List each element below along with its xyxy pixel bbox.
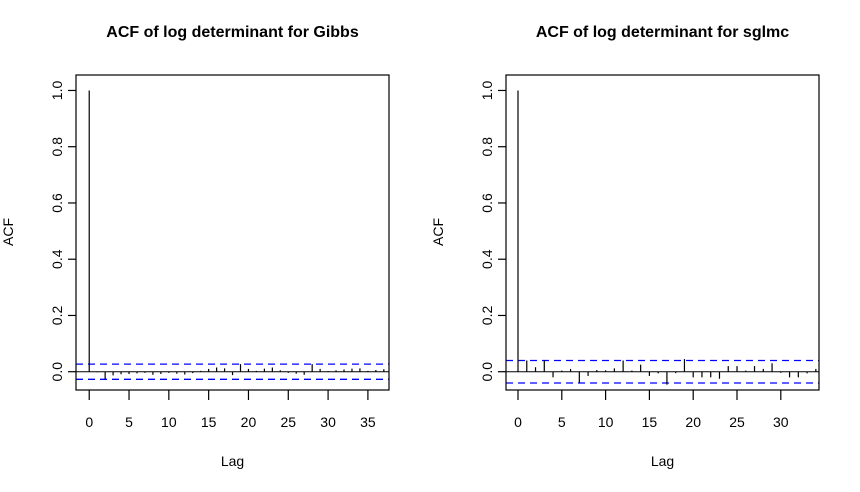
x-tick-label: 0: [85, 414, 93, 430]
y-tick-label: 1.0: [49, 81, 65, 101]
y-tick-label: 0.2: [49, 306, 65, 326]
x-tick-label: 25: [729, 414, 745, 430]
y-tick-label: 0.2: [479, 306, 495, 326]
x-axis-label-gibbs: Lag: [220, 453, 245, 469]
y-tick-label: 0.8: [479, 137, 495, 157]
y-tick-label: 0.4: [479, 249, 495, 269]
x-tick-label: 10: [598, 414, 614, 430]
plot-box: [75, 74, 390, 391]
y-tick-label: 0.0: [479, 362, 495, 382]
x-tick-label: 35: [360, 414, 376, 430]
x-tick-label: 30: [773, 414, 789, 430]
chart-title-sglmc: ACF of log determinant for sglmc: [535, 24, 790, 41]
y-tick-label: 0.8: [49, 137, 65, 157]
y-tick-label: 0.4: [49, 249, 65, 269]
x-tick-label: 15: [642, 414, 658, 430]
plot-box: [505, 74, 820, 391]
y-tick-label: 1.0: [479, 81, 495, 101]
x-tick-label: 20: [685, 414, 701, 430]
y-tick-label: 0.0: [49, 362, 65, 382]
acf-plot-gibbs-canvas: 0.0 0.2 0.4 0.6 0.8 1.0 0 5 10 15 20 25 30 35: [49, 74, 390, 430]
x-tick-label: 20: [241, 414, 257, 430]
x-tick-label: 0: [514, 414, 522, 430]
acf-plot-sglmc-canvas: 0.0 0.2 0.4 0.6 0.8 1.0 0 5 10 15 20 25 30: [479, 74, 820, 430]
y-tick-label: 0.6: [479, 193, 495, 213]
x-tick-label: 30: [320, 414, 336, 430]
panel-gibbs: 0.0 0.2 0.4 0.6 0.8 1.0 0 5 10 15 20 25 30 35 ACF of …: [0, 24, 390, 469]
x-tick-label: 10: [161, 414, 177, 430]
x-axis-label-sglmc: Lag: [650, 453, 675, 469]
panel-sglmc: 0.0 0.2 0.4 0.6 0.8 1.0 0 5 10 15 20 25 30 ACF of lo…: [430, 0, 860, 492]
x-tick-label: 25: [280, 414, 296, 430]
x-tick-label: 15: [201, 414, 217, 430]
x-tick-label: 5: [125, 414, 133, 430]
y-tick-label: 0.6: [49, 193, 65, 213]
chart-title-gibbs: ACF of log determinant for Gibbs: [106, 24, 359, 41]
x-tick-label: 5: [558, 414, 566, 430]
